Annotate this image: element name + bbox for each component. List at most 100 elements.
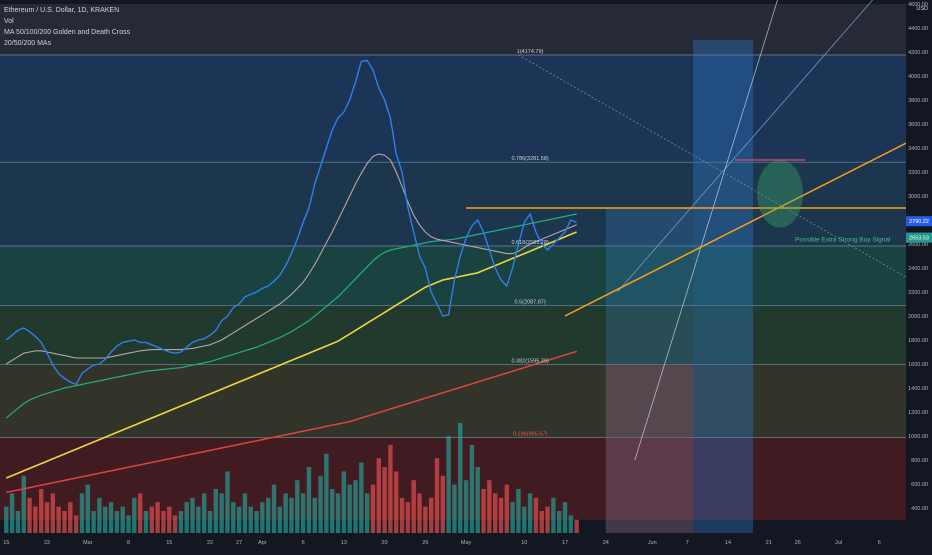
- volume-bar: [411, 480, 416, 533]
- ema-study-label[interactable]: 20/50/200 MAs: [4, 40, 52, 47]
- volume-bar: [56, 506, 61, 533]
- volume-bar: [21, 475, 26, 533]
- volume-bar: [167, 506, 172, 533]
- y-tick-label: 4200.00: [908, 50, 928, 56]
- ma50-line: [5, 213, 577, 419]
- volume-bar: [50, 493, 56, 533]
- last-price-label: 2653.53: [909, 236, 929, 242]
- volume-bar: [446, 436, 451, 533]
- projection-box: [605, 208, 694, 533]
- y-tick-label: 600.00: [911, 482, 928, 488]
- volume-bar: [190, 497, 195, 533]
- volume-bar: [73, 515, 79, 533]
- volume-bar: [516, 489, 521, 533]
- x-tick-label: 21: [766, 540, 772, 546]
- x-tick-label: Jul: [835, 540, 842, 546]
- y-tick-label: 800.00: [911, 458, 928, 464]
- volume-bar: [405, 502, 411, 533]
- volume-bar: [341, 471, 347, 533]
- volume-bar: [15, 511, 21, 533]
- volume-bar: [62, 511, 67, 533]
- support-trendline: [564, 129, 932, 317]
- volume-bar: [248, 506, 253, 533]
- symbol-title[interactable]: Ethereum / U.S. Dollar, 1D, KRAKEN: [4, 7, 120, 14]
- volume-bar: [108, 502, 114, 533]
- volume-bar: [382, 467, 387, 533]
- volume-bar: [33, 506, 38, 533]
- volume-bar: [4, 506, 9, 533]
- axis-unit-label: USD: [916, 6, 928, 12]
- last-price-badge: [906, 216, 932, 227]
- channel-line: [617, 0, 874, 293]
- y-tick-label: 2000.00: [908, 314, 928, 320]
- volume-bar: [551, 497, 556, 533]
- volume-bar: [132, 497, 137, 533]
- fib-zone: [0, 4, 906, 56]
- last-price-badge: [906, 232, 932, 243]
- y-tick-label: 1600.00: [908, 362, 928, 368]
- y-tick-label: 400.00: [911, 506, 928, 512]
- x-tick-label: 26: [795, 540, 801, 546]
- y-tick-label: 3800.00: [908, 98, 928, 104]
- volume-bar: [219, 493, 224, 533]
- volume-bar: [155, 502, 160, 533]
- volume-bar: [359, 462, 364, 533]
- volume-bar: [574, 519, 579, 533]
- legend: Ethereum / U.S. Dollar, 1D, KRAKEN Vol M…: [4, 5, 130, 49]
- volume-bar: [347, 484, 352, 533]
- fib-level-label: 0.786(3281.58): [511, 156, 548, 162]
- volume-bar: [498, 497, 504, 533]
- fib-level-label: 0.382(1595.39): [511, 359, 548, 365]
- volume-bar: [440, 475, 445, 533]
- volume-bar: [364, 493, 370, 533]
- y-tick-label: 1400.00: [908, 386, 928, 392]
- x-tick-label: 26: [422, 540, 428, 546]
- volume-bar: [475, 467, 480, 533]
- fib-zone: [0, 246, 906, 306]
- fib-zone: [0, 55, 906, 163]
- y-tick-label: 3600.00: [908, 122, 928, 128]
- x-tick-label: 6: [878, 540, 881, 546]
- volume-bar: [271, 484, 277, 533]
- volume-bar: [399, 497, 405, 533]
- y-tick-label: 4400.00: [908, 26, 928, 32]
- volume-bar: [295, 480, 300, 533]
- volume-bar: [79, 493, 85, 533]
- x-tick-label: 10: [521, 540, 527, 546]
- highlight-ellipse: [757, 159, 803, 228]
- x-tick-label: Mar: [83, 540, 93, 546]
- channel-line: [634, 0, 778, 461]
- volume-bar: [545, 506, 550, 533]
- volume-bar: [434, 458, 440, 533]
- ma-study-label[interactable]: MA 50/100/200 Golden and Death Cross: [4, 29, 131, 36]
- annotation-text: Possible Extra Strong Buy Signal: [795, 237, 891, 244]
- volume-bar: [91, 511, 96, 533]
- volume-bar: [428, 497, 434, 533]
- y-tick-label: 2400.00: [908, 266, 928, 272]
- volume-bar: [114, 511, 120, 533]
- volume-bar: [184, 502, 189, 533]
- x-tick-label: 7: [686, 540, 689, 546]
- x-tick-label: Jun: [648, 540, 657, 546]
- volume-bar: [481, 489, 486, 533]
- volume-bar: [254, 511, 259, 533]
- volume-bar: [417, 493, 422, 533]
- x-tick-label: 22: [44, 540, 50, 546]
- projection-box: [693, 40, 754, 533]
- x-tick-label: 15: [166, 540, 172, 546]
- time-axis-bg: [0, 533, 932, 550]
- x-tick-label: 14: [725, 540, 731, 546]
- volume-bar: [522, 506, 527, 533]
- volume-bar: [376, 458, 381, 533]
- volume-bar: [504, 484, 510, 533]
- volume-bar: [353, 480, 358, 533]
- x-tick-label: 6: [302, 540, 305, 546]
- volume-bar: [527, 493, 533, 533]
- volume-bar: [289, 497, 294, 533]
- x-tick-label: 17: [562, 540, 568, 546]
- volume-label[interactable]: Vol: [4, 18, 14, 25]
- price-line: [5, 59, 577, 386]
- volume-bar: [533, 497, 539, 533]
- volume-bar: [335, 493, 341, 533]
